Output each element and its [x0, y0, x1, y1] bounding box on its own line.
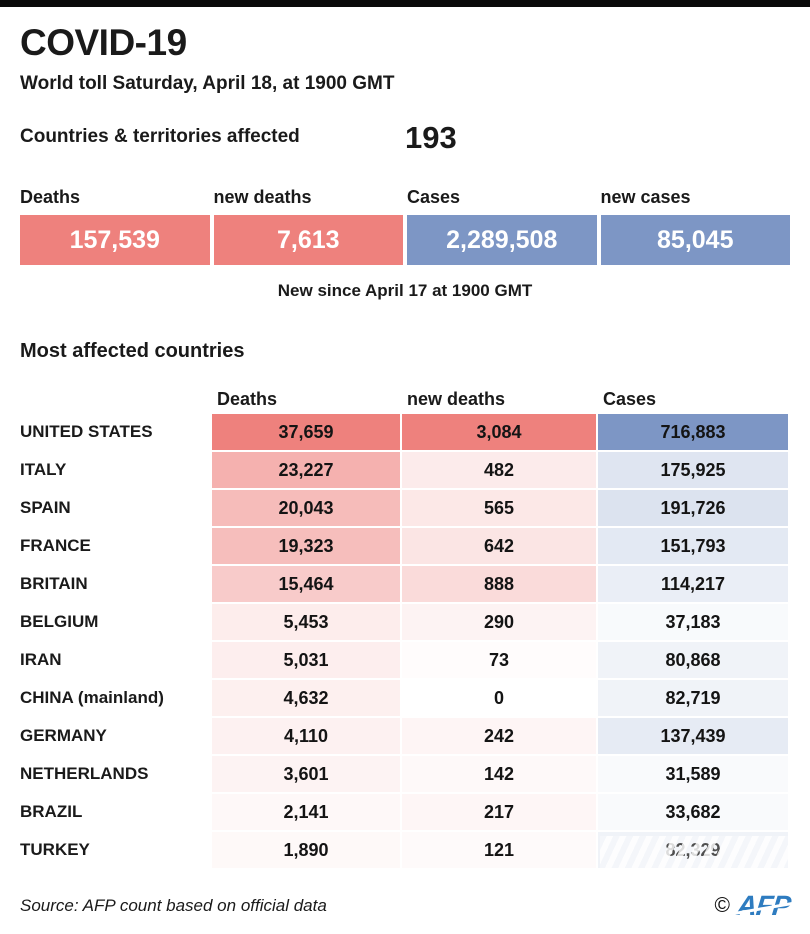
afp-logo-icon: AFP — [735, 890, 792, 921]
country-label: BRAZIL — [20, 794, 210, 830]
deaths-cell: 4,632 — [212, 680, 400, 716]
new-deaths-cell: 217 — [402, 794, 596, 830]
country-label: SPAIN — [20, 490, 210, 526]
copyright-icon: © — [714, 894, 730, 917]
countries-table: UNITED STATES 37,659 3,084 716,883 ITALY 23,2… — [20, 414, 790, 868]
cases-cell: 37,183 — [598, 604, 788, 640]
summary-value-deaths: 157,539 — [20, 215, 210, 265]
affected-row: Countries & territories affected 193 — [20, 121, 790, 155]
summary-labels: Deaths new deaths Cases new cases — [20, 187, 790, 207]
deaths-cell: 4,110 — [212, 718, 400, 754]
deaths-cell: 37,659 — [212, 414, 400, 450]
source-note: Source: AFP count based on official data — [20, 896, 327, 915]
cases-cell: 31,589 — [598, 756, 788, 792]
new-deaths-cell: 482 — [402, 452, 596, 488]
new-deaths-cell: 290 — [402, 604, 596, 640]
country-label: NETHERLANDS — [20, 756, 210, 792]
deaths-cell: 1,890 — [212, 832, 400, 868]
new-deaths-cell: 3,084 — [402, 414, 596, 450]
footer: Source: AFP count based on official data… — [20, 890, 792, 922]
cases-cell: 80,868 — [598, 642, 788, 678]
summary-col-label: Cases — [407, 187, 461, 207]
table-col-cases: Cases — [603, 389, 657, 409]
table-col-deaths: Deaths — [217, 389, 278, 409]
country-label: ITALY — [20, 452, 210, 488]
table-header-spacer — [20, 389, 210, 409]
country-label: UNITED STATES — [20, 414, 210, 450]
summary-value-cases: 2,289,508 — [407, 215, 597, 265]
new-deaths-cell: 142 — [402, 756, 596, 792]
deaths-cell: 3,601 — [212, 756, 400, 792]
summary-col-label: Deaths — [20, 187, 81, 207]
deaths-cell: 23,227 — [212, 452, 400, 488]
new-deaths-cell: 0 — [402, 680, 596, 716]
country-label: BELGIUM — [20, 604, 210, 640]
deaths-cell: 5,031 — [212, 642, 400, 678]
country-label: TURKEY — [20, 832, 210, 868]
summary-value-new-cases: 85,045 — [600, 215, 790, 265]
cases-cell: 114,217 — [598, 566, 788, 602]
deaths-cell: 15,464 — [212, 566, 400, 602]
deaths-cell: 19,323 — [212, 528, 400, 564]
affected-count: 193 — [405, 120, 457, 155]
table-col-new-deaths: new deaths — [407, 389, 506, 409]
summary-band: 157,539 7,613 2,289,508 85,045 — [20, 215, 790, 265]
new-deaths-cell: 242 — [402, 718, 596, 754]
new-deaths-cell: 888 — [402, 566, 596, 602]
deaths-cell: 5,453 — [212, 604, 400, 640]
deaths-cell: 2,141 — [212, 794, 400, 830]
summary-col-label: new deaths — [213, 187, 312, 207]
page-title: COVID-19 — [20, 22, 187, 63]
country-label: BRITAIN — [20, 566, 210, 602]
country-label: GERMANY — [20, 718, 210, 754]
affected-label: Countries & territories affected — [20, 126, 300, 147]
afp-credit: © AFP — [714, 890, 792, 922]
cases-cell: 151,793 — [598, 528, 788, 564]
cases-cell: 191,726 — [598, 490, 788, 526]
new-deaths-cell: 121 — [402, 832, 596, 868]
deaths-cell: 20,043 — [212, 490, 400, 526]
cases-cell: 716,883 — [598, 414, 788, 450]
cases-cell: 175,925 — [598, 452, 788, 488]
summary-value-new-deaths: 7,613 — [213, 215, 403, 265]
cases-cell: 82,329 — [598, 832, 788, 868]
cases-cell: 82,719 — [598, 680, 788, 716]
country-label: FRANCE — [20, 528, 210, 564]
page-subtitle: World toll Saturday, April 18, at 1900 G… — [20, 73, 395, 94]
cases-cell: 137,439 — [598, 718, 788, 754]
summary-note: New since April 17 at 1900 GMT — [277, 281, 533, 300]
cases-cell: 33,682 — [598, 794, 788, 830]
country-label: CHINA (mainland) — [20, 680, 210, 716]
infographic: COVID-19 World toll Saturday, April 18, … — [0, 23, 810, 922]
new-deaths-cell: 73 — [402, 642, 596, 678]
table-title: Most affected countries — [20, 340, 245, 362]
country-label: IRAN — [20, 642, 210, 678]
new-deaths-cell: 642 — [402, 528, 596, 564]
top-bar — [0, 0, 810, 7]
new-deaths-cell: 565 — [402, 490, 596, 526]
summary-col-label: new cases — [600, 187, 691, 207]
table-header: Deaths new deaths Cases — [20, 389, 790, 409]
